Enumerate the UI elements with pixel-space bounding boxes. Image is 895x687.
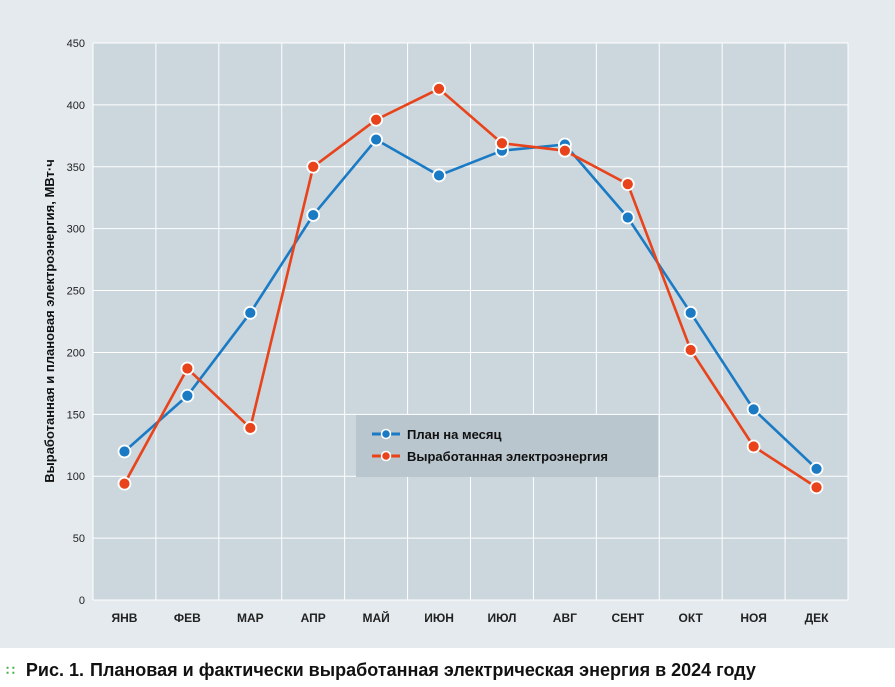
series-line-1 <box>123 87 818 489</box>
data-point-0 <box>809 461 824 476</box>
data-point-1 <box>432 81 446 96</box>
y-tick-label: 300 <box>67 224 85 236</box>
data-point-0 <box>369 132 384 147</box>
x-tick-label: ИЮЛ <box>487 611 516 625</box>
y-tick-label: 0 <box>79 595 85 607</box>
y-axis-title: Выработанная и плановая электроэнергия, … <box>42 159 57 482</box>
x-tick-label: ОКТ <box>679 611 704 625</box>
x-tick-label: СЕНТ <box>611 611 644 625</box>
caption-text: Плановая и фактически выработанная элект… <box>90 659 756 680</box>
data-point-0 <box>432 168 446 183</box>
data-point-1 <box>746 439 761 454</box>
y-tick-label: 50 <box>73 533 85 545</box>
data-point-1 <box>495 136 509 151</box>
data-point-1 <box>557 143 572 158</box>
data-point-0 <box>180 388 195 403</box>
data-point-1 <box>180 361 195 376</box>
y-tick-label: 400 <box>67 100 85 112</box>
data-point-1 <box>306 159 321 174</box>
legend-marker-actual <box>380 450 392 462</box>
legend-box <box>356 415 658 477</box>
data-point-0 <box>746 402 761 417</box>
x-tick-label: МАЙ <box>362 610 389 625</box>
x-tick-label: АПР <box>301 611 326 625</box>
data-point-0 <box>117 444 132 459</box>
data-point-0 <box>620 210 635 225</box>
y-tick-label: 150 <box>67 409 85 421</box>
x-tick-label: НОЯ <box>740 611 766 625</box>
figure-caption: ∷ Рис. 1. Плановая и фактически выработа… <box>6 658 756 682</box>
x-tick-label: ЯНВ <box>111 611 137 625</box>
y-tick-label: 450 <box>67 38 85 50</box>
legend-marker-plan <box>380 428 392 440</box>
series-group <box>117 81 824 495</box>
caption-bullet-icon: ∷ <box>6 661 16 678</box>
legend-label-plan: План на месяц <box>407 427 501 442</box>
x-tick-label: АВГ <box>553 611 577 625</box>
data-point-0 <box>683 305 698 320</box>
line-chart: 0 50 100 150 200 250 300 350 400 450 ЯНВ ФЕВ МАР АПР… <box>42 38 849 625</box>
y-tick-label: 100 <box>67 471 85 483</box>
x-tick-label: ФЕВ <box>174 611 201 625</box>
y-axis-ticks: 0 50 100 150 200 250 300 350 400 450 <box>67 38 85 607</box>
data-point-1 <box>243 421 258 435</box>
legend-label-actual: Выработанная электроэнергия <box>407 449 608 464</box>
data-point-1 <box>620 177 635 192</box>
x-tick-label: ИЮН <box>424 611 454 625</box>
x-tick-label: МАР <box>237 611 264 625</box>
x-axis-ticks: ЯНВ ФЕВ МАР АПР МАЙ ИЮН ИЮЛ АВГ СЕНТ ОКТ НОЯ ДЕК <box>111 610 829 625</box>
data-point-0 <box>306 208 321 222</box>
data-point-0 <box>243 305 258 320</box>
data-point-1 <box>369 112 384 127</box>
x-tick-label: ДЕК <box>805 611 830 625</box>
data-point-1 <box>809 480 824 495</box>
series-line-0 <box>123 138 818 471</box>
y-tick-label: 250 <box>67 286 85 298</box>
data-point-1 <box>683 343 698 357</box>
data-point-1 <box>117 476 132 491</box>
y-tick-label: 200 <box>67 347 85 359</box>
y-tick-label: 350 <box>67 162 85 174</box>
caption-number: Рис. 1. <box>25 659 85 680</box>
legend: План на месяц Выработанная электроэнерги… <box>356 415 658 477</box>
